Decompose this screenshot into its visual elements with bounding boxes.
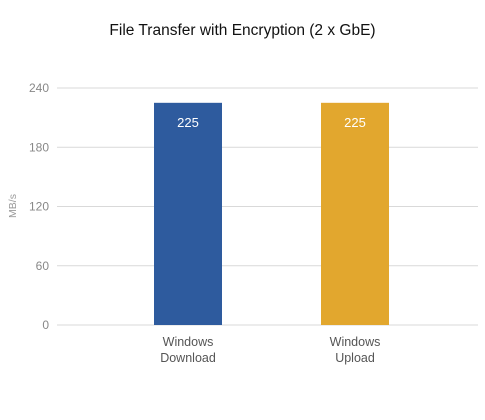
y-tick-label: 120 (29, 200, 49, 214)
bars (154, 102, 389, 325)
bar (154, 102, 222, 325)
x-tick-label: Upload (335, 351, 375, 365)
y-tick-label: 240 (29, 81, 49, 95)
bar (321, 102, 389, 325)
x-tick-label: Windows (330, 335, 381, 349)
chart-title: File Transfer with Encryption (2 x GbE) (109, 22, 376, 39)
labels: 0 60 120 180 240 225 Windows Download 225 Windows… (29, 81, 380, 365)
y-tick-label: 60 (36, 259, 50, 273)
gridlines (57, 87, 478, 326)
y-tick-label: 180 (29, 140, 49, 154)
data-label: 225 (177, 115, 199, 130)
y-tick-label: 0 (42, 318, 49, 332)
x-tick-label: Download (160, 351, 216, 365)
y-axis-title: MB/s (7, 194, 19, 218)
x-tick-label: Windows (163, 335, 214, 349)
data-label: 225 (344, 115, 366, 130)
